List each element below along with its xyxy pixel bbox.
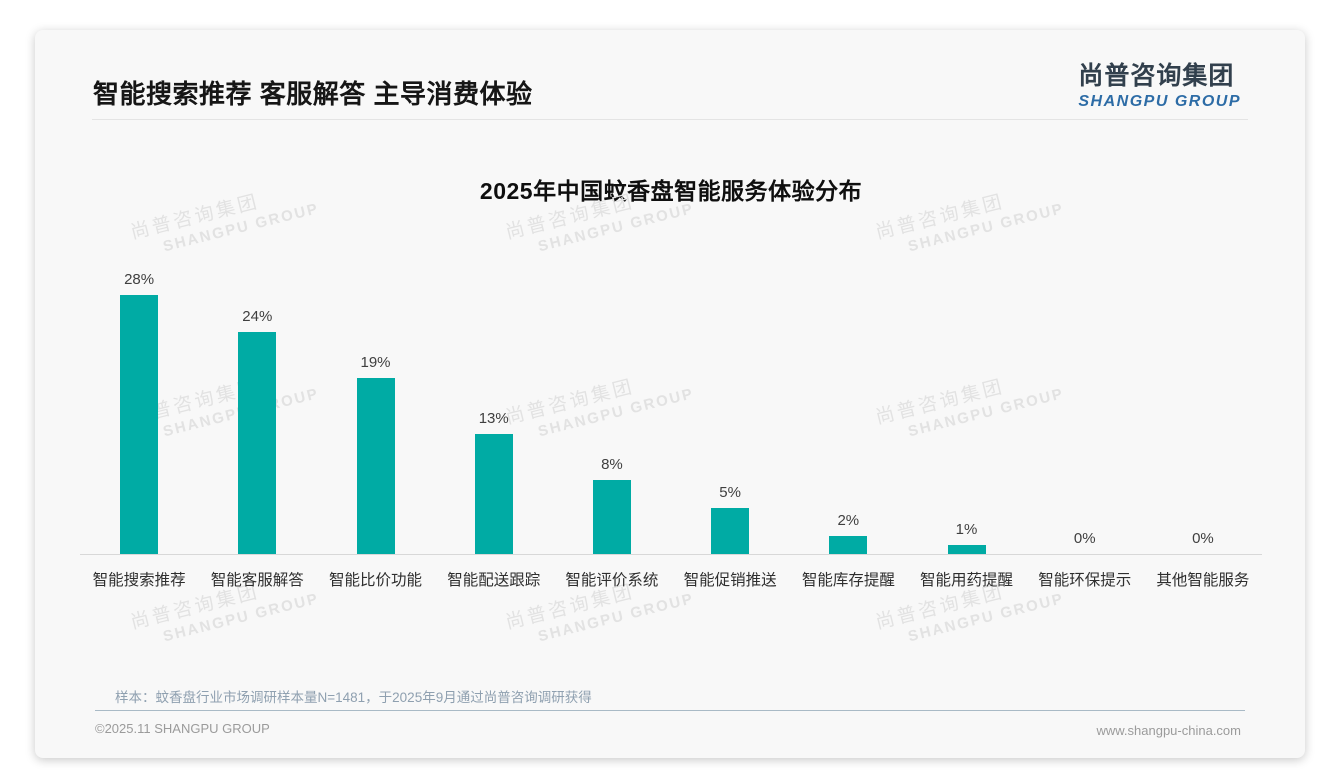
bar-value-label: 5% xyxy=(719,483,741,501)
category-label: 智能配送跟踪 xyxy=(447,572,541,589)
category-axis: 智能搜索推荐 智能客服解答 智能比价功能 智能配送跟踪 智能评价系统 智能促销推送 智能库存… xyxy=(80,568,1262,590)
bar-value-label: 24% xyxy=(242,308,273,325)
category-label: 智能评价系统 xyxy=(565,572,659,589)
bar-value-label: 0% xyxy=(1192,530,1214,547)
website-url: www.shangpu-china.com xyxy=(1096,723,1241,738)
logo-en-text: SHANGPU GROUP xyxy=(1078,93,1241,110)
category-label: 智能库存提醒 xyxy=(801,572,895,589)
bar xyxy=(238,332,277,554)
bar xyxy=(947,544,986,554)
bar-value-label: 19% xyxy=(360,354,391,372)
bar-chart: 28% 24% 19% 13% 8% 5% 2% 1% 0% 0% xyxy=(80,264,1262,554)
bar xyxy=(711,507,750,554)
header-divider xyxy=(92,119,1248,120)
company-logo: 尚普咨询集团 SHANGPU GROUP xyxy=(1078,56,1241,111)
logo-cn-text: 尚普咨询集团 xyxy=(1078,62,1235,90)
chart-column: 1% xyxy=(907,264,1025,554)
watermark-en-text: SHANGPU GROUP xyxy=(906,590,1066,646)
bar xyxy=(829,535,868,554)
category-label: 其他智能服务 xyxy=(1156,572,1250,589)
chart-column: 5% xyxy=(671,264,789,554)
chart-column: 24% xyxy=(198,264,316,554)
chart-column: 8% xyxy=(553,264,671,554)
bar xyxy=(356,378,395,554)
bar-value-label: 0% xyxy=(1073,530,1096,547)
bar xyxy=(120,295,159,554)
bar-value-label: 2% xyxy=(837,511,860,529)
category-label: 智能用药提醒 xyxy=(920,572,1014,589)
x-axis-line xyxy=(80,554,1262,555)
category-label: 智能促销推送 xyxy=(683,572,777,589)
bar-value-label: 13% xyxy=(478,409,509,427)
chart-column: 0% xyxy=(1144,264,1262,554)
bar xyxy=(474,433,513,554)
chart-column: 19% xyxy=(316,264,434,554)
chart-title: 2025年中国蚊香盘智能服务体验分布 xyxy=(479,178,863,204)
category-label: 智能搜索推荐 xyxy=(92,572,186,589)
category-label: 智能客服解答 xyxy=(210,572,304,589)
bar xyxy=(592,480,631,554)
page-title: 智能搜索推荐 客服解答 主导消费体验 xyxy=(93,79,533,109)
copyright-text: ©2025.11 SHANGPU GROUP xyxy=(95,721,270,736)
chart-column: 13% xyxy=(435,264,553,554)
watermark-en-text: SHANGPU GROUP xyxy=(906,200,1066,256)
watermark-en-text: SHANGPU GROUP xyxy=(536,590,696,646)
watermark-en-text: SHANGPU GROUP xyxy=(161,590,321,646)
watermark-en-text: SHANGPU GROUP xyxy=(536,200,696,256)
chart-column: 2% xyxy=(789,264,907,554)
footer-divider xyxy=(95,710,1245,711)
watermark-en-text: SHANGPU GROUP xyxy=(161,200,321,256)
category-label: 智能环保提示 xyxy=(1038,572,1132,589)
sample-note: 样本：蚊香盘行业市场调研样本量N=1481，于2025年9月通过尚普咨询调研获得 xyxy=(115,690,592,705)
chart-column: 0% xyxy=(1026,264,1144,554)
bar-value-label: 1% xyxy=(955,520,978,538)
slide-card: 智能搜索推荐 客服解答 主导消费体验 尚普咨询集团 SHANGPU GROUP … xyxy=(35,30,1305,758)
category-label: 智能比价功能 xyxy=(329,572,423,589)
chart-column: 28% xyxy=(80,264,198,554)
bar-value-label: 8% xyxy=(601,456,623,473)
bar-value-label: 28% xyxy=(124,271,155,288)
